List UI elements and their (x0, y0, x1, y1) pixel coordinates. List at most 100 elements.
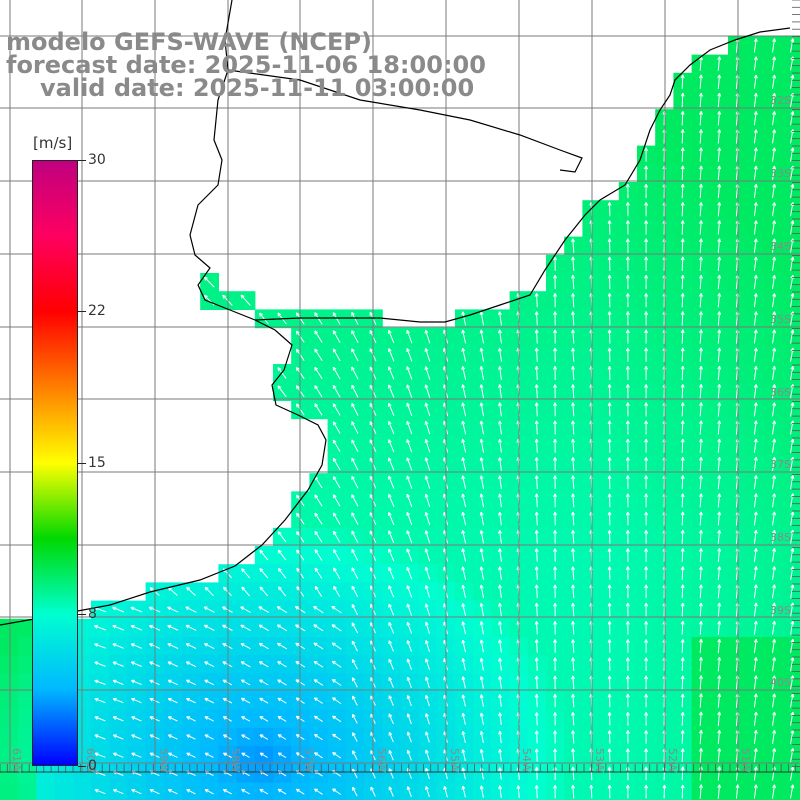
wind-arrow (553, 657, 558, 671)
wind-arrow (698, 620, 703, 635)
wind-arrow (406, 548, 413, 562)
wind-arrow (772, 311, 777, 326)
wind-arrow (406, 439, 413, 453)
wind-arrow (167, 679, 178, 686)
wind-arrow (790, 584, 795, 599)
wind-arrow (790, 548, 795, 562)
wind-arrow (388, 512, 395, 526)
wind-arrow (406, 493, 413, 507)
wind-arrow (571, 584, 576, 599)
wind-arrow (406, 329, 413, 344)
wind-arrow (112, 661, 124, 667)
wind-arrow (259, 568, 269, 579)
wind-arrow (717, 456, 722, 472)
wind-arrow (717, 402, 722, 417)
wind-arrow (553, 274, 558, 290)
wind-arrow (351, 640, 358, 652)
wind-arrow (790, 183, 795, 199)
wind-arrow (351, 567, 359, 580)
wind-arrow (698, 220, 703, 235)
wind-arrow (698, 365, 703, 381)
wind-arrow (625, 384, 630, 399)
wind-arrow (498, 602, 502, 617)
wind-arrow (717, 420, 722, 435)
wind-arrow (498, 438, 502, 453)
wind-arrow (625, 529, 630, 544)
colorbar-tick-label: 0 (88, 758, 97, 774)
wind-arrow (790, 511, 795, 526)
wind-arrow (534, 311, 539, 326)
wind-arrow (772, 238, 777, 253)
wind-arrow (644, 238, 649, 253)
wind-arrow (112, 624, 124, 631)
wind-arrow (717, 602, 722, 617)
wind-arrow (351, 622, 359, 634)
wind-arrow (461, 658, 466, 671)
wind-arrow (388, 603, 395, 616)
wind-arrow (553, 548, 558, 562)
wind-arrow (461, 384, 467, 399)
wind-arrow (772, 548, 776, 562)
wind-arrow (644, 274, 649, 290)
wind-arrow (753, 329, 758, 344)
wind-arrow (753, 202, 758, 217)
wind-arrow (772, 602, 776, 617)
wind-arrow (571, 493, 576, 508)
wind-arrow (753, 274, 758, 290)
colorbar-tick-mark (78, 766, 86, 767)
longitude-label: 54W (520, 748, 533, 773)
wind-arrow (553, 311, 558, 326)
wind-arrow (314, 348, 323, 361)
wind-arrow (680, 657, 685, 672)
wind-arrow (644, 529, 649, 544)
wind-cell (54, 764, 74, 784)
wind-arrow (698, 529, 703, 544)
colorbar-tick-label: 22 (88, 303, 106, 319)
wind-arrow (332, 366, 341, 380)
wind-arrow (534, 402, 539, 417)
wind-arrow (479, 566, 484, 580)
wind-arrow (790, 657, 795, 672)
wind-arrow (790, 438, 795, 453)
wind-arrow (698, 202, 703, 217)
wind-arrow (644, 311, 649, 326)
wind-arrow (571, 548, 576, 562)
wind-arrow (680, 602, 685, 617)
wind-arrow (607, 220, 612, 235)
wind-arrow (717, 620, 722, 635)
longitude-label: 55W (448, 748, 461, 773)
wind-arrow (534, 511, 539, 526)
wind-arrow (185, 606, 197, 613)
wind-speed-field (0, 36, 800, 800)
wind-arrow (772, 56, 777, 71)
wind-arrow (553, 530, 558, 544)
wind-arrow (607, 384, 612, 399)
wind-arrow (607, 529, 612, 544)
wind-arrow (625, 220, 630, 235)
wind-arrow (388, 493, 395, 507)
wind-arrow (644, 420, 649, 435)
wind-arrow (277, 661, 287, 668)
wind-arrow (498, 621, 502, 635)
wind-arrow (498, 347, 502, 362)
wind-arrow (276, 624, 288, 632)
wind-arrow (351, 494, 359, 507)
wind-arrow (331, 605, 342, 614)
wind-arrow (772, 493, 777, 508)
wind-arrow (680, 511, 685, 526)
wind-arrow (571, 438, 576, 453)
wind-arrow (625, 202, 630, 217)
wind-arrow (406, 676, 412, 688)
wind-arrow (698, 638, 703, 654)
wind-arrow (698, 602, 703, 617)
wind-arrow (644, 584, 649, 599)
wind-arrow (607, 639, 612, 653)
wind-arrow (498, 639, 503, 653)
wind-arrow (498, 384, 502, 399)
longitude-label: 56W (375, 748, 388, 773)
wind-arrow (130, 606, 143, 613)
wind-arrow (607, 202, 612, 217)
latitude-label: 36S (770, 386, 791, 399)
wind-arrow (534, 584, 539, 599)
wind-arrow (498, 402, 502, 417)
